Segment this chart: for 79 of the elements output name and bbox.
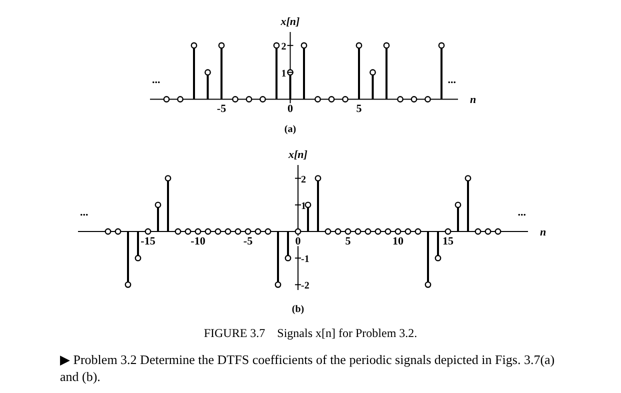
x-tick-label: -5 — [243, 235, 254, 248]
point — [344, 228, 352, 235]
x-tick-label: -15 — [140, 235, 156, 248]
x-tick-label: 0 — [288, 103, 294, 116]
point — [184, 228, 192, 235]
point — [264, 228, 272, 235]
point — [104, 228, 112, 235]
text: (a) — [284, 124, 296, 135]
point — [394, 228, 402, 235]
annotation: ... — [518, 206, 526, 218]
y-tick-label: 2 — [301, 174, 306, 186]
point — [356, 42, 362, 49]
y-tick-label: 1 — [281, 68, 286, 80]
annotation: ... — [448, 74, 456, 86]
point — [224, 228, 232, 235]
point — [454, 202, 462, 208]
point — [204, 228, 212, 235]
point — [214, 228, 222, 235]
point — [284, 254, 292, 262]
x-tick-label: 10 — [392, 235, 404, 248]
point — [438, 42, 445, 49]
point — [244, 228, 252, 235]
point — [434, 254, 442, 262]
x-axis-title: n — [540, 226, 546, 238]
point — [300, 42, 308, 49]
text: ▶ Problem 3.2 Determine the DTFS coefficients of the periodic signals depicted in Figs. 3.7(a) and (b). — [60, 351, 556, 385]
point — [414, 228, 422, 235]
point — [324, 228, 332, 235]
point — [190, 42, 198, 49]
point — [174, 228, 182, 235]
x-tick-label: -5 — [216, 103, 227, 116]
point — [424, 281, 432, 288]
point — [246, 96, 252, 102]
point — [364, 228, 372, 235]
caption: FIGURE 3.7 Signals x[n] for Problem 3.2. — [202, 326, 418, 341]
annotation: ... — [152, 74, 160, 86]
point — [164, 175, 172, 182]
annotation: ... — [80, 206, 88, 218]
point — [218, 42, 225, 49]
point — [384, 228, 392, 235]
y-tick-label: -1 — [301, 254, 310, 266]
point — [383, 42, 390, 49]
point — [294, 228, 302, 235]
text: (b) — [292, 304, 304, 315]
point — [124, 281, 132, 288]
x-tick-label: 5 — [356, 103, 362, 116]
point — [474, 228, 482, 235]
point — [274, 281, 282, 288]
y-tick-label: -2 — [301, 280, 310, 292]
point — [328, 96, 335, 102]
point — [194, 228, 202, 235]
point — [163, 96, 170, 102]
y-tick-label: 1 — [301, 200, 306, 212]
point — [144, 228, 152, 235]
point — [370, 69, 376, 76]
x-axis-title: n — [470, 94, 476, 106]
x-tick-label: 5 — [345, 235, 352, 248]
point — [254, 228, 262, 235]
point — [494, 228, 502, 235]
point — [134, 254, 142, 262]
x-tick-label: -10 — [190, 235, 206, 248]
y-axis-title: x[n] — [280, 16, 300, 28]
point — [464, 175, 472, 182]
point — [484, 228, 492, 235]
point — [334, 228, 342, 235]
point — [404, 228, 412, 235]
point — [234, 228, 242, 235]
point — [410, 96, 418, 102]
point — [444, 228, 452, 235]
y-tick-label: 2 — [281, 41, 286, 52]
point — [154, 202, 162, 208]
point — [273, 42, 280, 49]
x-tick-label: 15 — [442, 235, 454, 248]
point — [354, 228, 362, 235]
point — [204, 69, 211, 76]
point — [114, 228, 122, 235]
y-axis-title: x[n] — [288, 149, 308, 161]
point — [374, 228, 382, 235]
point — [314, 175, 322, 182]
